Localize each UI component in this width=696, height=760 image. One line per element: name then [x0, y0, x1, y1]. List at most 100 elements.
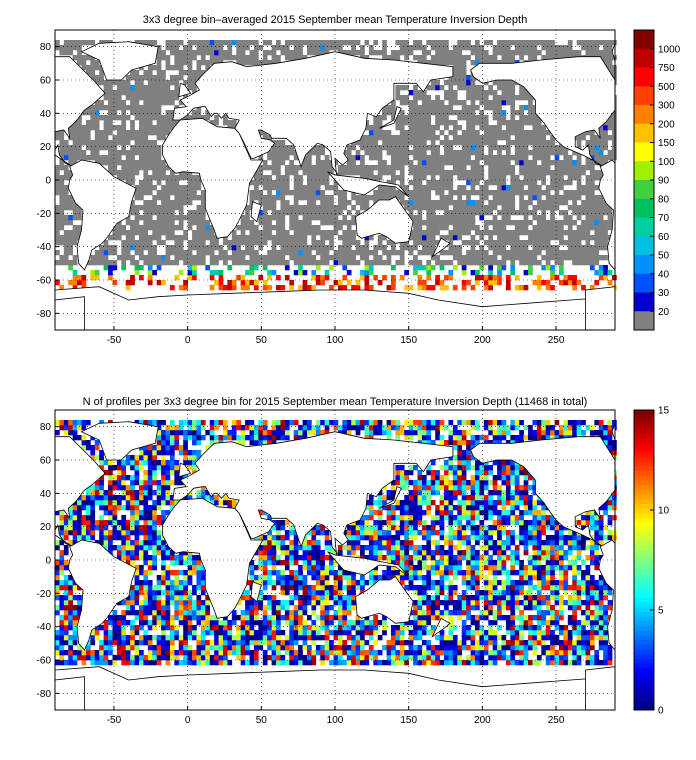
heatmap-cell: [231, 645, 237, 651]
heatmap-cell: [77, 585, 82, 591]
heatmap-cell: [108, 150, 113, 156]
heatmap-cell: [108, 635, 113, 641]
heatmap-cell: [253, 650, 259, 656]
heatmap-cell: [240, 620, 246, 626]
heatmap-cell: [183, 430, 188, 436]
heatmap-cell: [134, 650, 140, 656]
heatmap-cell: [479, 215, 485, 221]
heatmap-cell: [413, 185, 418, 191]
heatmap-cell: [258, 555, 264, 561]
heatmap-cell: [572, 150, 577, 156]
heatmap-cell: [258, 630, 264, 636]
heatmap-cell: [307, 155, 312, 161]
heatmap-cell: [284, 150, 290, 156]
heatmap-cell: [492, 195, 498, 201]
heatmap-cell: [196, 50, 202, 56]
heatmap-cell: [519, 260, 524, 266]
heatmap-cell: [505, 50, 511, 56]
heatmap-cell: [497, 165, 502, 171]
heatmap-cell: [421, 105, 427, 111]
heatmap-cell: [311, 45, 317, 51]
heatmap-cell: [245, 620, 250, 626]
heatmap-cell: [276, 40, 281, 46]
heatmap-cell: [236, 225, 241, 231]
heatmap-cell: [169, 655, 175, 661]
heatmap-cell: [311, 180, 317, 186]
heatmap-cell: [346, 150, 352, 156]
heatmap-cell: [532, 195, 538, 201]
heatmap-cell: [457, 85, 463, 91]
heatmap-cell: [94, 275, 100, 281]
heatmap-cell: [103, 645, 109, 651]
heatmap-cell: [488, 135, 493, 141]
heatmap-cell: [139, 215, 144, 221]
heatmap-cell: [205, 605, 211, 611]
heatmap-cell: [399, 120, 405, 126]
heatmap-cell: [541, 240, 547, 246]
heatmap-cell: [249, 625, 255, 631]
heatmap-cell: [501, 160, 507, 166]
heatmap-cell: [165, 245, 171, 251]
heatmap-cell: [192, 465, 197, 471]
heatmap-cell: [395, 190, 401, 196]
heatmap-cell: [444, 285, 449, 291]
heatmap-cell: [178, 200, 184, 206]
heatmap-cell: [492, 110, 498, 116]
heatmap-cell: [426, 200, 432, 206]
heatmap-cell: [514, 110, 520, 116]
heatmap-cell: [214, 500, 219, 506]
heatmap-cell: [267, 600, 272, 606]
heatmap-cell: [311, 145, 317, 151]
heatmap-cell: [368, 145, 374, 151]
heatmap-cell: [612, 65, 617, 71]
heatmap-cell: [391, 50, 396, 56]
heatmap-cell: [161, 255, 166, 261]
heatmap-cell: [253, 430, 259, 436]
heatmap-cell: [421, 245, 427, 251]
heatmap-cell: [196, 45, 202, 51]
heatmap-cell: [492, 55, 498, 61]
heatmap-cell: [108, 90, 113, 96]
heatmap-cell: [395, 260, 401, 266]
heatmap-cell: [258, 435, 264, 441]
heatmap-cell: [223, 285, 228, 291]
heatmap-cell: [421, 285, 427, 291]
heatmap-cell: [448, 250, 454, 256]
heatmap-cell: [156, 595, 162, 601]
colorbar-swatch: [634, 292, 654, 312]
heatmap-cell: [130, 495, 135, 501]
heatmap-cell: [430, 175, 436, 181]
heatmap-cell: [589, 140, 595, 146]
heatmap-cell: [108, 100, 113, 106]
heatmap-cell: [161, 280, 166, 286]
heatmap-cell: [585, 250, 591, 256]
y-tick-label: 0: [45, 176, 51, 187]
heatmap-cell: [519, 230, 524, 236]
heatmap-cell: [377, 50, 383, 56]
heatmap-cell: [483, 195, 489, 201]
heatmap-cell: [598, 225, 604, 231]
heatmap-cell: [320, 190, 325, 196]
heatmap-cell: [125, 535, 131, 541]
heatmap-cell: [143, 130, 149, 136]
heatmap-cell: [223, 635, 228, 641]
heatmap-cell: [448, 270, 454, 276]
heatmap-cell: [581, 40, 586, 46]
heatmap-cell: [90, 445, 96, 451]
heatmap-cell: [479, 265, 485, 271]
heatmap-cell: [563, 240, 569, 246]
heatmap-cell: [267, 135, 272, 141]
heatmap-cell: [134, 160, 140, 166]
colorbar-swatch: [634, 180, 654, 200]
heatmap-cell: [320, 200, 325, 206]
heatmap-cell: [452, 50, 458, 56]
heatmap-cell: [121, 490, 127, 496]
heatmap-cell: [99, 155, 104, 161]
heatmap-cell: [183, 235, 188, 241]
heatmap-cell: [59, 615, 65, 621]
heatmap-cell: [435, 185, 440, 191]
heatmap-cell: [355, 155, 361, 161]
heatmap-cell: [192, 245, 197, 251]
heatmap-cell: [165, 225, 171, 231]
heatmap-cell: [320, 250, 325, 256]
